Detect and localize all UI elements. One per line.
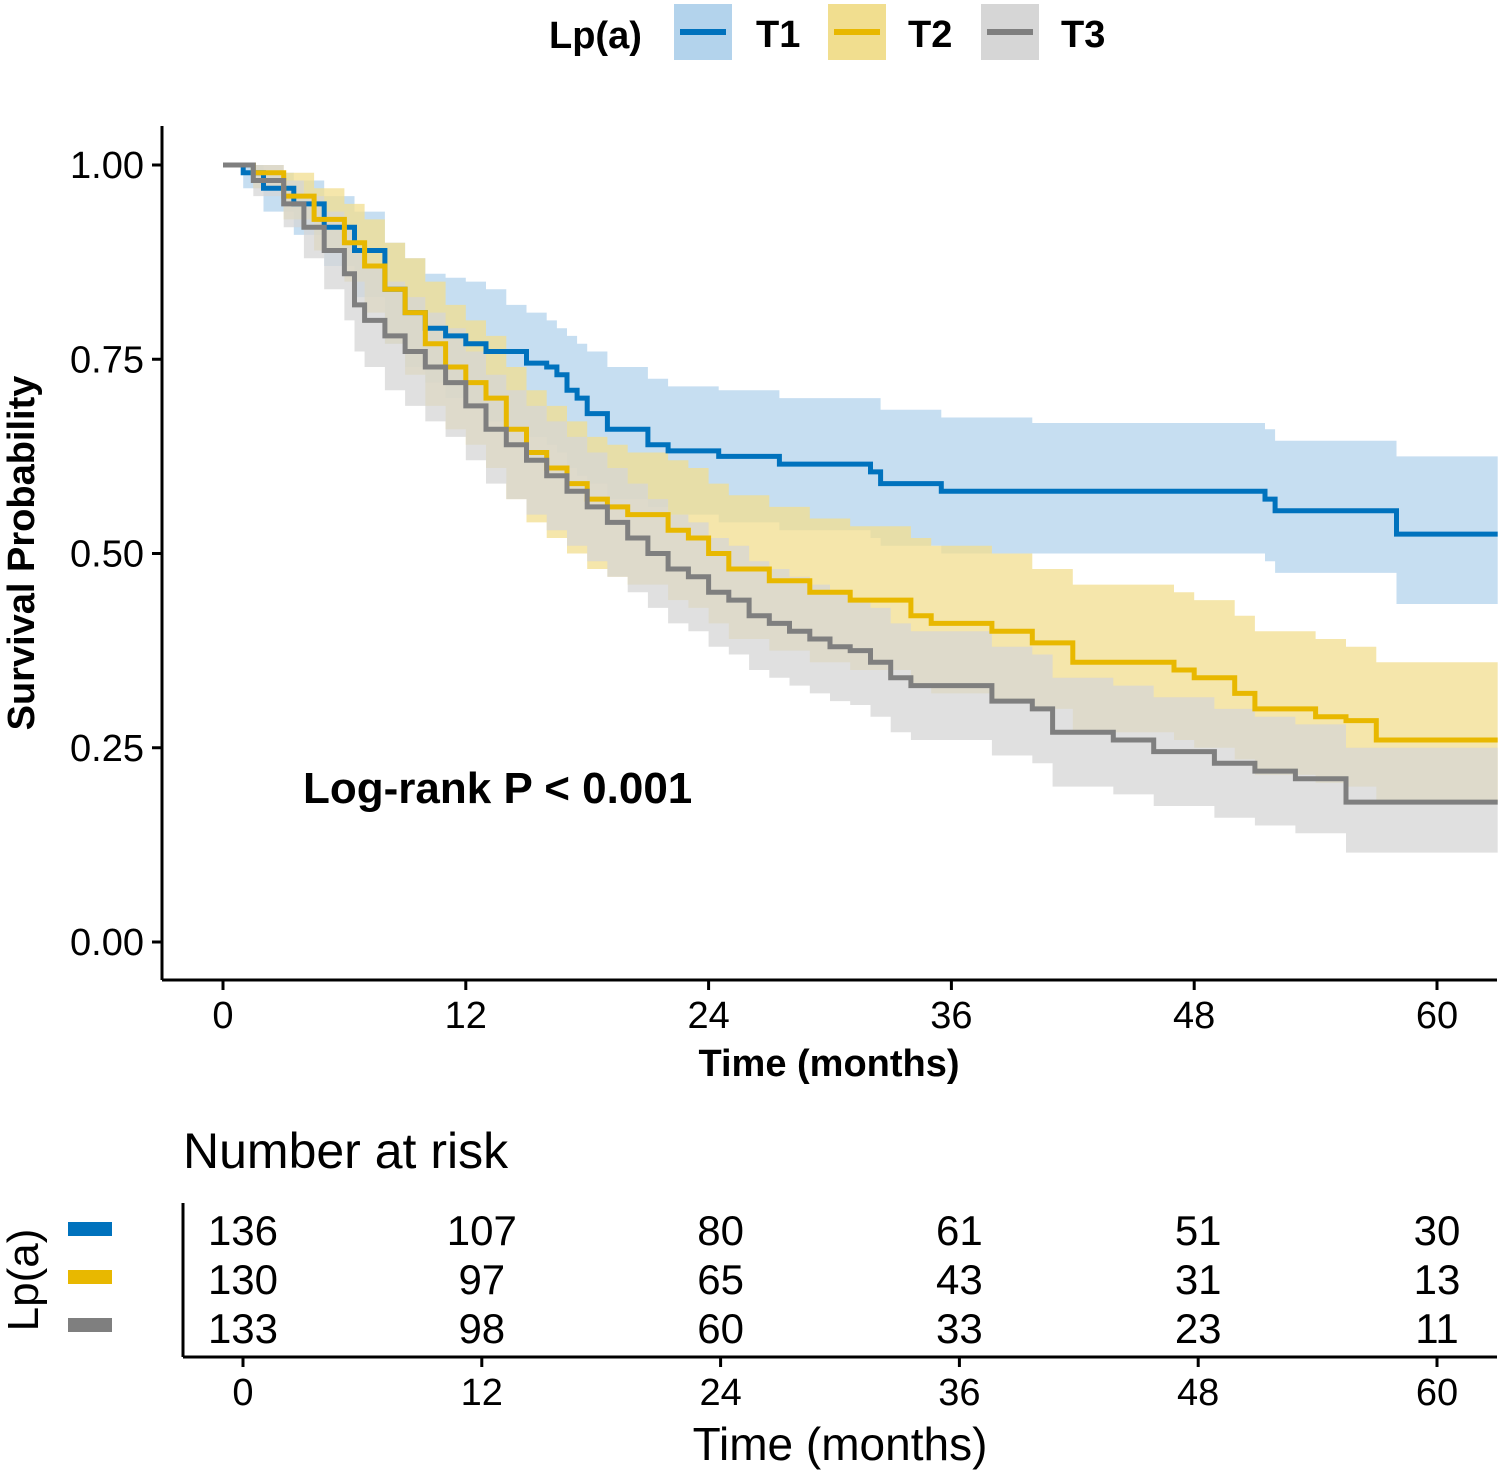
risk-count-t1: 107 <box>447 1207 517 1254</box>
y-tick-label: 0.25 <box>70 728 144 770</box>
risk-table-group-label: Lp(a) <box>0 1229 48 1332</box>
ci-band-t3 <box>223 165 1498 853</box>
x-tick-label: 24 <box>687 995 729 1037</box>
y-tick-label: 0.50 <box>70 534 144 576</box>
risk-key-t2 <box>68 1270 112 1284</box>
risk-count-t2: 130 <box>208 1256 278 1303</box>
risk-count-t2: 65 <box>697 1256 744 1303</box>
risk-x-tick-label: 36 <box>938 1372 980 1414</box>
risk-count-t2: 97 <box>458 1256 505 1303</box>
x-ticks: 0 12 24 36 48 60 <box>212 980 1458 1037</box>
risk-key-t1 <box>68 1222 112 1236</box>
risk-count-t3: 11 <box>1415 1305 1459 1352</box>
x-tick-label: 48 <box>1173 995 1215 1037</box>
legend-label-t2: T2 <box>908 14 952 56</box>
y-ticks: 0.00 0.25 0.50 0.75 1.00 <box>70 145 162 964</box>
legend-item-t2[interactable]: T2 <box>828 4 952 60</box>
risk-count-t3: 33 <box>936 1305 983 1352</box>
survival-curves <box>223 162 1498 805</box>
x-tick-label: 36 <box>930 995 972 1037</box>
risk-count-t3: 23 <box>1175 1305 1222 1352</box>
x-tick-label: 60 <box>1416 995 1458 1037</box>
legend: Lp(a) T1 T2 T3 <box>549 4 1105 60</box>
risk-count-t2: 31 <box>1175 1256 1222 1303</box>
risk-table-cells: 136 107 80 61 51 30 130 97 65 43 31 13 133 98 60 33 23 11 <box>208 1207 1460 1352</box>
risk-count-t2: 13 <box>1414 1256 1461 1303</box>
risk-key-t3 <box>68 1318 112 1332</box>
risk-count-t3: 60 <box>697 1305 744 1352</box>
risk-x-tick-label: 48 <box>1177 1372 1219 1414</box>
risk-count-t1: 80 <box>697 1207 744 1254</box>
y-tick-label: 0.00 <box>70 922 144 964</box>
ci-band-t2 <box>223 165 1498 803</box>
log-rank-annotation: Log-rank P < 0.001 <box>303 764 692 813</box>
risk-x-tick-label: 24 <box>699 1372 741 1414</box>
survival-curve-t2 <box>223 162 1498 743</box>
risk-table-title: Number at risk <box>183 1123 509 1179</box>
legend-label-t1: T1 <box>756 14 800 56</box>
risk-count-t1: 136 <box>208 1207 278 1254</box>
survival-curve-t3 <box>223 162 1498 805</box>
risk-count-t1: 51 <box>1175 1207 1222 1254</box>
legend-title: Lp(a) <box>549 15 642 57</box>
risk-count-t3: 133 <box>208 1305 278 1352</box>
risk-count-t1: 61 <box>936 1207 983 1254</box>
y-tick-label: 0.75 <box>70 339 144 381</box>
ci-band-t1 <box>223 165 1498 604</box>
risk-count-t3: 98 <box>458 1305 505 1352</box>
risk-table-keys <box>68 1222 112 1332</box>
risk-x-tick-label: 0 <box>232 1372 253 1414</box>
confidence-bands <box>223 165 1498 853</box>
x-axis-title: Time (months) <box>698 1043 959 1085</box>
risk-count-t2: 43 <box>936 1256 983 1303</box>
risk-table-x-axis-title: Time (months) <box>693 1418 988 1470</box>
legend-item-t1[interactable]: T1 <box>674 4 800 60</box>
risk-x-tick-label: 60 <box>1416 1372 1458 1414</box>
risk-count-t1: 30 <box>1414 1207 1461 1254</box>
survival-curve-t1 <box>223 162 1498 537</box>
risk-table-x-ticks: 0 12 24 36 48 60 <box>232 1357 1458 1414</box>
legend-label-t3: T3 <box>1061 14 1105 56</box>
y-tick-label: 1.00 <box>70 145 144 187</box>
x-tick-label: 0 <box>212 995 233 1037</box>
y-axis-title: Survival Probability <box>1 376 43 731</box>
risk-x-tick-label: 12 <box>461 1372 503 1414</box>
x-tick-label: 12 <box>445 995 487 1037</box>
legend-item-t3[interactable]: T3 <box>981 4 1105 60</box>
